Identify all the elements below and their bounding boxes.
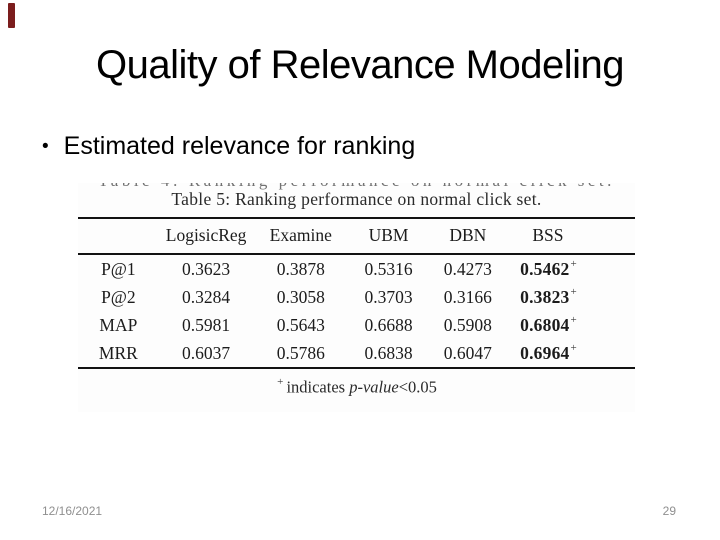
table-header-row: LogisicReg Examine UBM DBN BSS [78, 218, 635, 255]
cell-value: 0.6047 [443, 342, 492, 363]
row-label: P@1 [101, 258, 136, 279]
cell-value: 0.5316 [364, 258, 413, 279]
significance-plus: + [570, 313, 577, 326]
results-table: LogisicReg Examine UBM DBN BSS P@1 0.362… [78, 217, 635, 369]
col-header-logisicreg: LogisicReg [158, 218, 254, 255]
cell-value: 0.5643 [276, 314, 325, 335]
cell-value-bss: 0.6964+ [520, 341, 577, 363]
table-footnote: + indicates p-value<0.05 [277, 376, 437, 397]
cell-value: 0.4273 [443, 258, 492, 279]
table-row: P@2 0.3284 0.3058 0.3703 0.3166 0.3823+ [78, 283, 635, 311]
table-caption: Table 5: Ranking performance on normal c… [171, 189, 542, 209]
cell-value: 0.5786 [276, 342, 325, 363]
col-header-examine: Examine [253, 218, 349, 255]
col-header-bss: BSS [506, 218, 635, 255]
cell-value-bss: 0.6804+ [520, 313, 577, 335]
significance-plus: + [570, 341, 577, 354]
cell-value: 0.5908 [443, 314, 492, 335]
bullet-item: • Estimated relevance for ranking [42, 132, 415, 161]
row-label: MRR [98, 342, 138, 363]
cell-value-bss: 0.5462+ [520, 257, 577, 279]
bullet-dot: • [42, 136, 49, 157]
cell-value: 0.3703 [364, 286, 413, 307]
significance-plus: + [570, 257, 577, 270]
cell-value: 0.3623 [182, 258, 231, 279]
table-row: MAP 0.5981 0.5643 0.6688 0.5908 0.6804+ [78, 311, 635, 339]
cell-value: 0.3166 [443, 286, 492, 307]
significance-plus: + [277, 376, 284, 388]
table-row: MRR 0.6037 0.5786 0.6838 0.6047 0.6964+ [78, 339, 635, 368]
cell-value: 0.5981 [182, 314, 231, 335]
slide-page-number: 29 [662, 504, 676, 518]
table-row: P@1 0.3623 0.3878 0.5316 0.4273 0.5462+ [78, 254, 635, 283]
bullet-text: Estimated relevance for ranking [63, 132, 416, 160]
page-title: Quality of Relevance Modeling [95, 43, 625, 87]
row-label: MAP [99, 314, 138, 335]
results-figure: Table 4: Ranking performance on normal c… [78, 183, 635, 412]
cell-value: 0.3284 [182, 286, 231, 307]
cell-value-bss: 0.3823+ [520, 285, 577, 307]
slide-date: 12/16/2021 [42, 504, 103, 518]
significance-plus: + [570, 285, 577, 298]
row-label: P@2 [101, 286, 136, 307]
cell-value: 0.6838 [364, 342, 413, 363]
cell-value: 0.6037 [182, 342, 231, 363]
col-header-metric [78, 218, 159, 255]
col-header-dbn: DBN [428, 218, 507, 255]
cell-value: 0.3878 [276, 258, 325, 279]
accent-bar [8, 3, 15, 28]
cell-value: 0.6688 [364, 314, 413, 335]
col-header-ubm: UBM [348, 218, 429, 255]
cell-value: 0.3058 [276, 286, 325, 307]
